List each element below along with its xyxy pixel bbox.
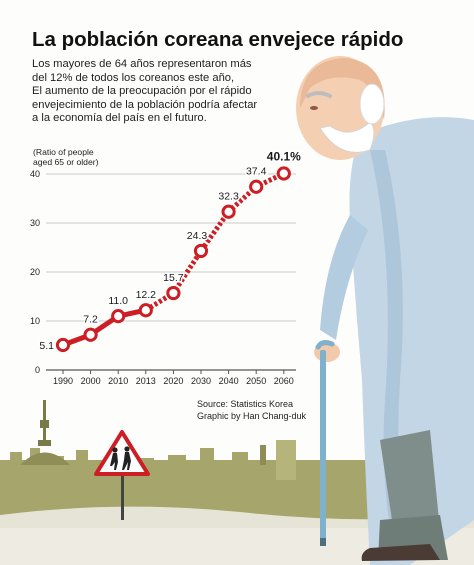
data-label-halo: 5.1 bbox=[39, 340, 54, 352]
data-label: 7.2 bbox=[83, 314, 98, 326]
x-tick-label: 2000 bbox=[81, 376, 101, 386]
y-tick-label: 30 bbox=[30, 218, 40, 228]
data-label: 12.2 bbox=[136, 289, 157, 301]
namsan-tower bbox=[20, 400, 70, 465]
elderly-crossing-sign bbox=[94, 430, 150, 520]
data-label-halo: 40.1% bbox=[267, 150, 301, 164]
data-point bbox=[276, 166, 291, 181]
data-label-halo: 7.2 bbox=[83, 314, 98, 326]
subtitle-line: Los mayores de 64 años representaron más bbox=[32, 58, 252, 70]
data-label: 5.1 bbox=[39, 340, 54, 352]
y-tick-label: 40 bbox=[30, 169, 40, 179]
x-tick-label: 2050 bbox=[246, 376, 266, 386]
y-tick-label: 0 bbox=[35, 365, 40, 375]
source-line: Source: Statistics Korea bbox=[197, 399, 294, 409]
data-point bbox=[166, 285, 181, 301]
y-axis-label-line: (Ratio of people bbox=[33, 147, 94, 157]
data-point bbox=[221, 204, 236, 219]
source-credit: Source: Statistics Korea Graphic by Han … bbox=[197, 399, 306, 422]
data-point bbox=[249, 179, 264, 194]
data-point bbox=[83, 327, 98, 342]
y-tick-label: 10 bbox=[30, 316, 40, 326]
x-tick-label: 2060 bbox=[274, 376, 294, 386]
subtitle-line: El aumento de la preocupación por el ráp… bbox=[32, 85, 252, 98]
page-title: La población coreana envejece rápido bbox=[32, 28, 404, 51]
data-label-halo: 12.2 bbox=[136, 289, 157, 301]
subtitle-line: envejecimiento de la población podría af… bbox=[32, 98, 258, 111]
data-label: 37.4 bbox=[246, 166, 267, 178]
x-tick-label: 2030 bbox=[191, 376, 211, 386]
x-tick-label: 1990 bbox=[53, 376, 73, 386]
data-label: 40.1% bbox=[267, 150, 301, 164]
data-label: 11.0 bbox=[108, 295, 128, 307]
data-label-halo: 24.3 bbox=[187, 230, 208, 242]
y-tick-label: 20 bbox=[30, 267, 40, 277]
series-line-actual bbox=[60, 307, 149, 348]
x-tick-label: 2010 bbox=[108, 376, 128, 386]
y-axis-label: (Ratio of people aged 65 or older) bbox=[33, 147, 98, 167]
subtitle: Los mayores de 64 años representaron más… bbox=[32, 58, 322, 126]
data-label-halo: 32.3 bbox=[218, 191, 239, 203]
data-label-halo: 11.0 bbox=[108, 295, 128, 307]
data-label: 32.3 bbox=[218, 191, 239, 203]
credit-line: Graphic by Han Chang-duk bbox=[197, 410, 307, 421]
data-label-halo: 37.4 bbox=[246, 166, 267, 178]
x-tick-label: 2040 bbox=[219, 376, 239, 386]
subtitle-line: a la economía del país en el futuro. bbox=[32, 112, 207, 125]
data-label-halo: 15.7 bbox=[163, 272, 184, 284]
x-tick-label: 2013 bbox=[136, 376, 156, 386]
data-point bbox=[193, 243, 209, 259]
data-point bbox=[138, 303, 153, 318]
elderly-man-illustration bbox=[296, 56, 474, 565]
data-point bbox=[111, 309, 126, 324]
data-label: 24.3 bbox=[187, 230, 208, 242]
x-tick-label: 2020 bbox=[163, 376, 183, 386]
data-label: 15.7 bbox=[163, 272, 184, 284]
data-point bbox=[55, 337, 71, 353]
y-axis-label-line: aged 65 or older) bbox=[33, 157, 99, 167]
subtitle-line: del 12% de todos los coreanos este año, bbox=[32, 71, 235, 84]
